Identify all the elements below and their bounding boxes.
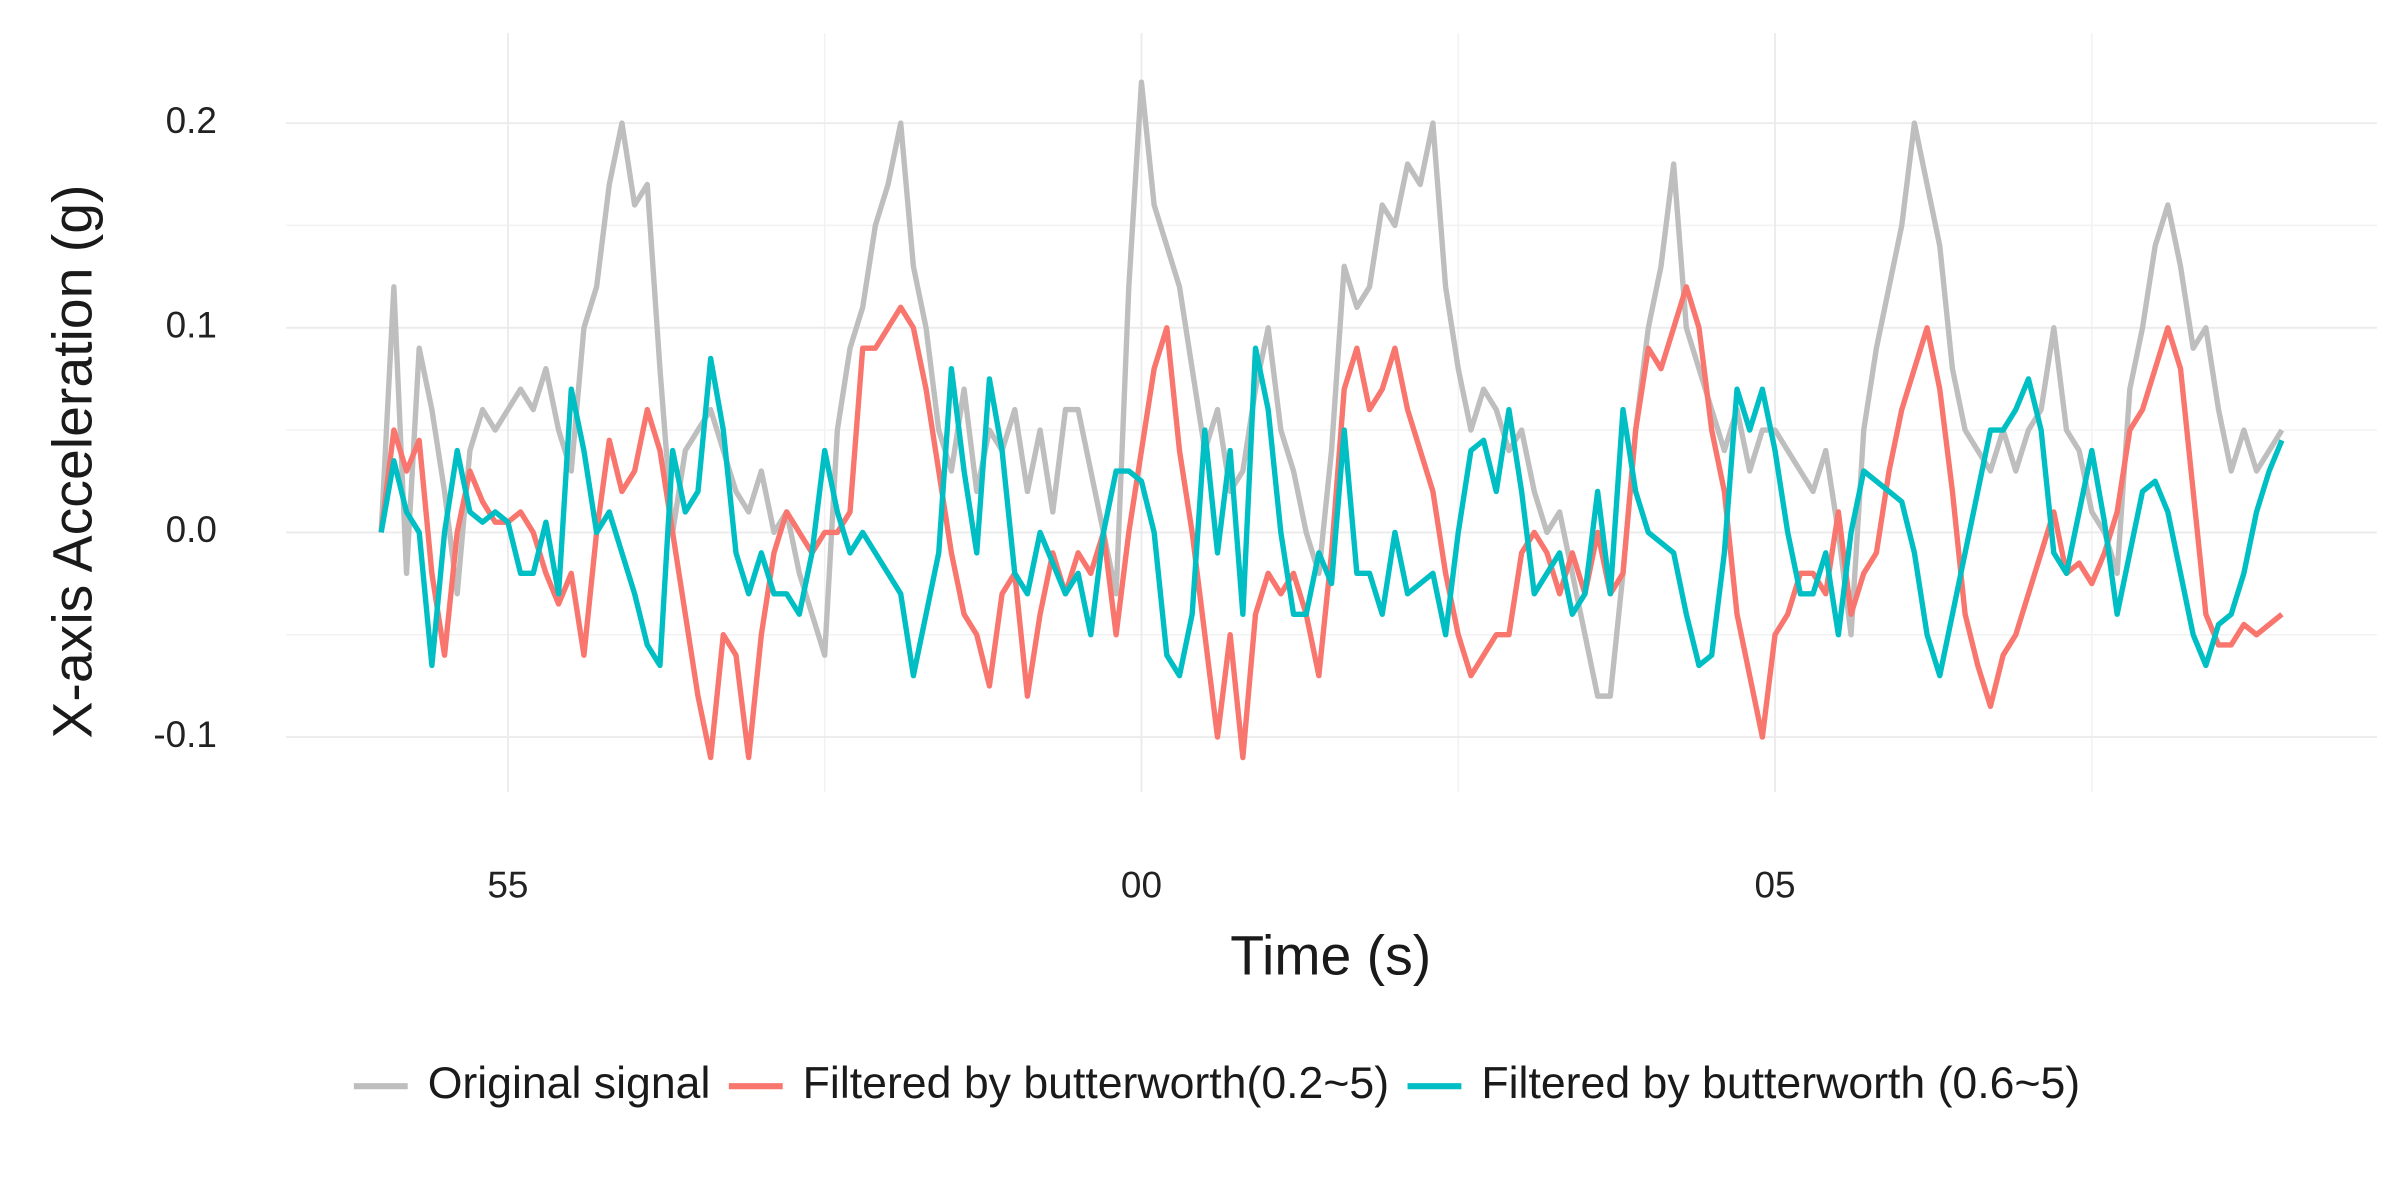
y-tick-label: 0.2: [166, 100, 217, 141]
legend-label: Filtered by butterworth (0.6~5): [1481, 1059, 2080, 1108]
legend-label: Filtered by butterworth(0.2~5): [803, 1059, 1389, 1108]
y-tick-label: 0.0: [166, 509, 217, 550]
y-tick-label: -0.1: [153, 714, 217, 755]
series-line: [378, 345, 2285, 679]
series-line: [378, 79, 2285, 699]
x-tick-label: 00: [1121, 864, 1162, 905]
y-tick-label: 0.1: [166, 305, 217, 346]
legend-label: Original signal: [428, 1059, 711, 1108]
x-tick-label: 55: [487, 864, 528, 905]
x-tick-label: 05: [1755, 864, 1796, 905]
x-axis-title: Time (s): [1230, 925, 1431, 987]
y-axis-title: X-axis Acceleration (g): [42, 185, 104, 739]
